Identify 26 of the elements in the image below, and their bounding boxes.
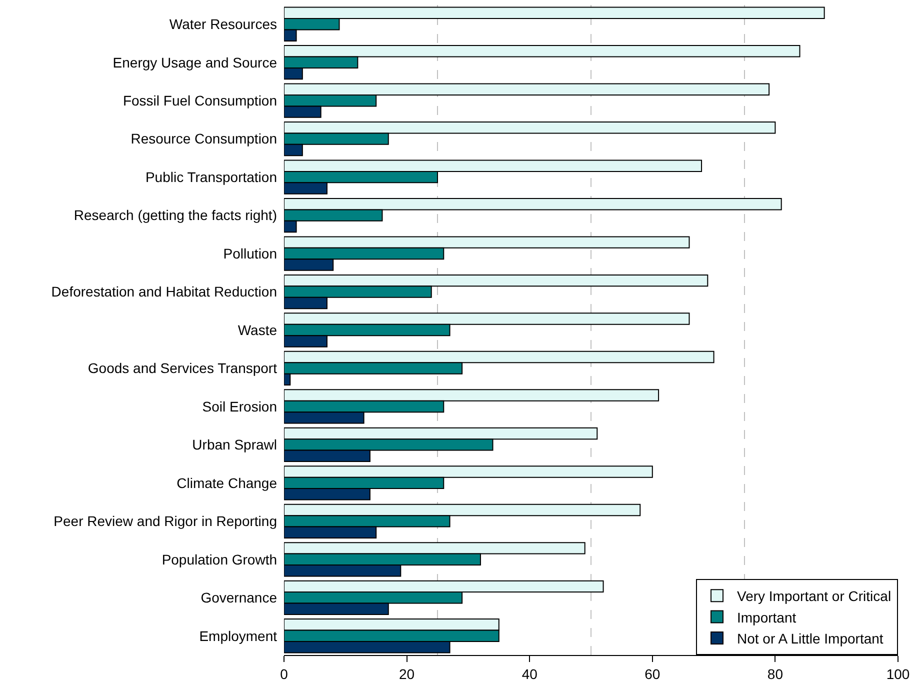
y-tick-label: Pollution bbox=[223, 245, 277, 262]
y-tick-label: Waste bbox=[238, 322, 278, 338]
y-tick-label: Governance bbox=[200, 590, 278, 606]
y-tick-label: Goods and Services Transport bbox=[88, 360, 278, 376]
y-tick-label: Resource Consumption bbox=[130, 130, 277, 147]
y-tick-label: Climate Change bbox=[176, 474, 278, 491]
x-tick-label: 100 bbox=[886, 666, 910, 682]
y-tick-label: Employment bbox=[199, 628, 278, 644]
x-tick-label: 80 bbox=[767, 666, 784, 682]
y-tick-label: Fossil Fuel Consumption bbox=[122, 92, 277, 108]
y-tick-label: Soil Erosion bbox=[202, 398, 277, 414]
y-tick-label: Public Transportation bbox=[145, 168, 277, 185]
x-tick-label: 60 bbox=[644, 666, 660, 682]
y-tick-label: Population Growth bbox=[162, 551, 277, 568]
legend-label: Important bbox=[737, 609, 796, 626]
y-tick-label: Urban Sprawl bbox=[192, 436, 277, 453]
legend-label: Very Important or Critical bbox=[737, 588, 892, 604]
y-tick-label: Deforestation and Habitat Reduction bbox=[51, 284, 277, 300]
x-tick-label: 20 bbox=[399, 666, 415, 682]
y-tick-label: Peer Review and Rigor in Reporting bbox=[54, 513, 277, 530]
y-tick-label: Energy Usage and Source bbox=[112, 54, 278, 70]
legend-label: Not or A Little Important bbox=[737, 630, 884, 646]
y-tick-label: Research (getting the facts right) bbox=[74, 207, 277, 224]
y-tick-label: Water Resources bbox=[169, 16, 277, 32]
x-tick-label: 0 bbox=[280, 666, 288, 682]
x-tick-label: 40 bbox=[522, 666, 538, 682]
